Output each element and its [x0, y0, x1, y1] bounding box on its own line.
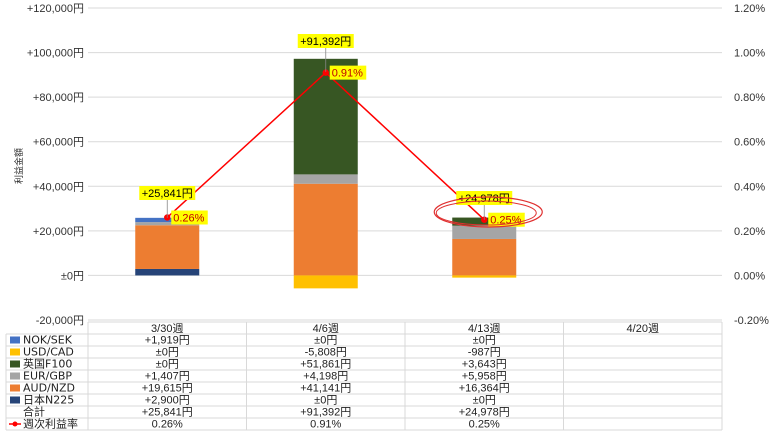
table-cell: +2,900円 [145, 395, 190, 407]
total-label-bg [139, 186, 196, 200]
y-tick-label: ±0円 [61, 270, 84, 282]
bar-segment [293, 183, 358, 276]
table-cell: +51,861円 [300, 359, 351, 371]
legend-swatch [10, 348, 20, 356]
table-row-label: 日本N225 [23, 393, 74, 407]
annotations: +25,841円 +91,392円 +24,978円 0.26% 0.91% 0.25% [139, 34, 543, 228]
table-cell: +16,364円 [459, 383, 510, 395]
legend-swatch [10, 336, 20, 344]
category-label: 4/20週 [627, 322, 659, 335]
table-cell: ±0円 [473, 395, 496, 407]
table-cell: ±0円 [473, 335, 496, 347]
table-cell: 0.91% [310, 419, 341, 431]
legend-swatch [10, 360, 20, 368]
legend-swatch [10, 384, 20, 392]
table-cell: -987円 [468, 347, 501, 359]
bar-segment [135, 268, 200, 276]
y-tick-label: +40,000円 [33, 181, 84, 193]
table-row-label: NOK/SEK [23, 334, 73, 347]
category-label: 3/30週 [151, 322, 183, 335]
table-row-label: 英国F100 [23, 357, 72, 371]
rate-label: 0.26% [173, 212, 204, 224]
rate-label-bg [171, 210, 208, 225]
y2-tick-label: -0.20% [734, 315, 769, 327]
rate-label: 0.91% [332, 68, 363, 80]
y2-tick-label: 1.20% [734, 3, 765, 15]
total-label: +91,392円 [300, 36, 351, 48]
rate-label-bg [329, 65, 367, 80]
table-cell: 0.25% [469, 419, 500, 431]
table-cell: +1,407円 [145, 371, 190, 383]
y2-tick-label: 1.00% [734, 48, 765, 60]
y-tick-label: +80,000円 [33, 92, 84, 104]
table-cell: +3,643円 [462, 359, 507, 371]
total-label: +25,841円 [142, 188, 193, 200]
table-cell: ±0円 [314, 395, 337, 407]
bar-segment [135, 222, 200, 226]
highlight-circle [435, 200, 537, 226]
y-axis-left: -20,000円 ±0円 +20,000円 +40,000円 +60,000円 +80,0… [27, 3, 84, 327]
bar-segment [452, 225, 517, 239]
table-cell: +91,392円 [300, 407, 351, 419]
y2-tick-label: 0.00% [734, 270, 765, 282]
y2-tick-label: 0.60% [734, 137, 765, 149]
table-cell: +19,615円 [142, 383, 193, 395]
category-label: 4/6週 [313, 322, 339, 335]
bars [135, 58, 517, 289]
bar-segment [452, 275, 517, 278]
table-cell: -5,808円 [305, 347, 347, 359]
y2-tick-label: 0.80% [734, 92, 765, 104]
line-point [322, 69, 329, 76]
y2-tick-label: 0.20% [734, 226, 765, 238]
table-cell: +25,841円 [142, 407, 193, 419]
table-row-label: AUD/NZD [23, 382, 75, 395]
category-label: 4/13週 [468, 322, 500, 335]
rate-label: 0.25% [490, 215, 521, 227]
bar-segment [452, 238, 517, 276]
table-row-label: USD/CAD [23, 346, 74, 359]
table-cell: ±0円 [314, 335, 337, 347]
y-axis-right: -0.20% 0.00% 0.20% 0.40% 0.60% 0.80% 1.00% 1.20… [734, 3, 769, 327]
table-cell: ±0円 [156, 359, 179, 371]
total-label: +24,978円 [459, 193, 510, 205]
table-cell: +1,919円 [145, 335, 190, 347]
y-tick-label: +100,000円 [27, 48, 84, 60]
legend-swatch [10, 396, 20, 404]
y-tick-label: -20,000円 [36, 315, 84, 327]
bar-segment [293, 275, 358, 289]
total-label-bg [297, 34, 354, 48]
y-tick-label: +120,000円 [27, 3, 84, 15]
y-axis-title: 利益金額 [13, 148, 25, 184]
y-tick-label: +20,000円 [33, 226, 84, 238]
y-tick-label: +60,000円 [33, 137, 84, 149]
bar-segment [293, 174, 358, 184]
y2-tick-label: 0.40% [734, 181, 765, 193]
table-cell: 0.26% [152, 419, 183, 431]
legend-swatch [10, 372, 20, 380]
table-cell: +5,958円 [462, 371, 507, 383]
table-cell: ±0円 [156, 347, 179, 359]
bar-segment [135, 225, 200, 269]
legend-marker [12, 421, 18, 427]
table-row-label: EUR/GBP [23, 370, 72, 383]
table-cell: +4,198円 [303, 371, 348, 383]
table-cell: +41,141円 [300, 383, 351, 395]
table-cell: +24,978円 [459, 407, 510, 419]
table-row-label: 合計 [23, 405, 45, 419]
highlight-circle [433, 196, 543, 228]
table-row-label: 週次利益率 [23, 417, 78, 431]
